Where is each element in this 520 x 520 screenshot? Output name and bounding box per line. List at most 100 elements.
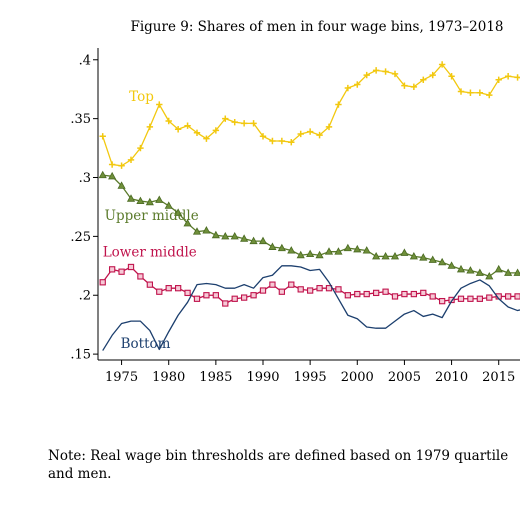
data-point-lower-middle <box>108 266 116 273</box>
data-point-top <box>514 74 520 81</box>
data-point-top <box>457 88 465 95</box>
data-point-upper-middle <box>268 242 277 250</box>
data-point-upper-middle <box>287 246 296 254</box>
data-point-upper-middle <box>334 247 343 255</box>
data-point-upper-middle <box>438 257 447 266</box>
data-point-lower-middle <box>514 293 520 300</box>
data-point-upper-middle <box>192 227 202 235</box>
data-point-lower-middle <box>354 290 361 298</box>
data-point-lower-middle <box>420 289 427 297</box>
data-point-upper-middle <box>456 264 466 273</box>
data-point-top <box>401 82 408 89</box>
data-point-top <box>165 117 172 125</box>
data-point-top <box>269 137 276 145</box>
data-point-lower-middle <box>165 285 172 292</box>
data-point-top <box>420 76 427 83</box>
data-point-top <box>212 127 220 134</box>
x-tick-label: 1990 <box>246 370 279 385</box>
data-point-upper-middle <box>485 271 494 280</box>
data-point-upper-middle <box>381 251 390 260</box>
data-point-lower-middle <box>448 296 455 304</box>
data-point-lower-middle <box>363 290 370 298</box>
data-point-lower-middle <box>297 286 304 293</box>
series-line-bottom <box>102 265 520 351</box>
data-point-lower-middle <box>259 287 267 294</box>
x-tick-label: 1995 <box>294 370 327 385</box>
y-tick-label: .4 <box>79 53 91 68</box>
data-point-lower-middle <box>467 295 474 302</box>
series-line-top <box>102 63 520 167</box>
data-point-upper-middle <box>447 261 456 269</box>
data-point-top <box>391 70 399 78</box>
data-point-lower-middle <box>306 287 314 294</box>
data-point-top <box>184 122 191 129</box>
data-point-upper-middle <box>277 243 286 252</box>
data-point-top <box>259 133 267 140</box>
data-point-lower-middle <box>344 292 352 299</box>
data-point-top <box>222 115 229 122</box>
data-point-upper-middle <box>475 268 484 276</box>
data-point-lower-middle <box>410 290 418 298</box>
data-point-lower-middle <box>212 292 220 299</box>
series-line-lower-middle <box>102 266 520 305</box>
data-point-top <box>297 130 304 138</box>
y-tick-label: .15 <box>70 348 91 363</box>
data-point-top <box>410 83 418 91</box>
data-point-lower-middle <box>137 273 144 280</box>
data-point-lower-middle <box>325 285 333 292</box>
data-point-lower-middle <box>174 285 182 292</box>
data-point-lower-middle <box>391 293 399 300</box>
data-point-lower-middle <box>457 295 465 302</box>
x-tick-label: 2000 <box>341 370 374 385</box>
data-point-top <box>288 138 295 146</box>
data-point-top <box>306 128 314 135</box>
data-point-top <box>354 81 361 88</box>
data-point-upper-middle <box>117 181 126 189</box>
data-point-lower-middle <box>288 281 295 288</box>
data-point-top <box>448 73 455 80</box>
data-point-lower-middle <box>476 295 484 302</box>
note-line-2: and men. <box>48 466 112 482</box>
data-point-top <box>467 89 474 96</box>
data-point-top <box>231 118 238 126</box>
data-point-upper-middle <box>504 268 513 276</box>
note-line-1: Note: Real wage bin thresholds are defin… <box>48 448 508 464</box>
data-point-upper-middle <box>211 230 220 239</box>
data-point-top <box>118 162 125 169</box>
data-point-top <box>146 123 154 131</box>
data-point-top <box>476 89 484 96</box>
data-point-upper-middle <box>249 236 258 245</box>
data-point-lower-middle <box>504 293 512 300</box>
data-point-upper-middle <box>221 231 230 240</box>
data-point-upper-middle <box>230 231 239 240</box>
data-point-lower-middle <box>335 286 342 293</box>
data-point-upper-middle <box>174 208 183 216</box>
data-point-lower-middle <box>486 294 493 301</box>
data-point-top <box>382 68 389 75</box>
series-upper-middle <box>98 170 520 280</box>
data-point-upper-middle <box>409 251 418 260</box>
data-point-top <box>495 76 502 83</box>
x-tick-label: 1975 <box>105 370 138 385</box>
data-point-lower-middle <box>118 268 125 275</box>
data-point-top <box>325 123 333 131</box>
data-point-upper-middle <box>108 171 117 180</box>
data-point-lower-middle <box>203 292 210 299</box>
series-label-lower-middle: Lower middle <box>103 244 197 260</box>
data-point-upper-middle <box>400 248 409 256</box>
data-point-top <box>363 71 370 79</box>
data-point-top <box>372 67 380 74</box>
data-point-upper-middle <box>362 246 371 254</box>
data-point-top <box>250 120 257 127</box>
data-point-lower-middle <box>156 288 163 295</box>
data-point-top <box>344 84 352 92</box>
data-point-top <box>127 156 135 164</box>
data-point-top <box>240 120 248 127</box>
series-label-upper-middle: Upper middle <box>105 208 199 224</box>
data-point-lower-middle <box>231 295 238 302</box>
data-point-upper-middle <box>240 234 249 242</box>
series-line-upper-middle <box>102 174 520 278</box>
data-point-top <box>335 101 342 108</box>
data-point-upper-middle <box>390 251 400 260</box>
